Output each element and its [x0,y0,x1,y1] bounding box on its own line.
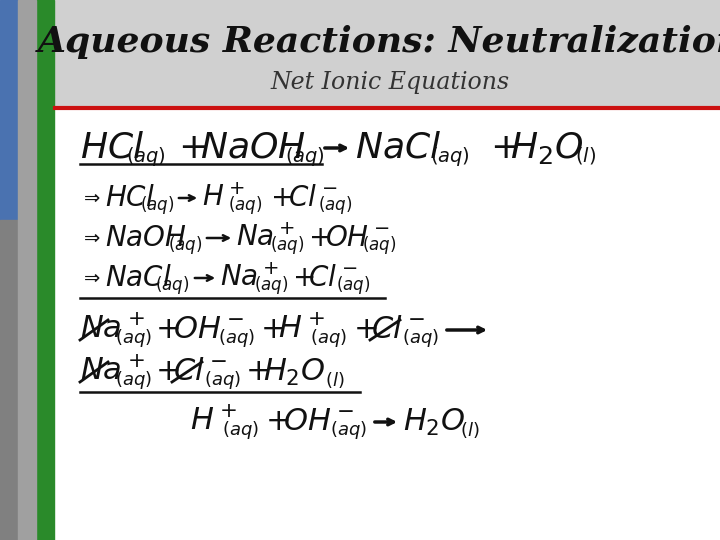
Text: $\mathit{(aq)}$: $\mathit{(aq)}$ [270,234,305,256]
Text: $\mathit{(aq)}$: $\mathit{(aq)}$ [430,145,470,167]
Text: $\mathit{(aq)}$: $\mathit{(aq)}$ [115,327,152,349]
Text: $\mathit{NaCl}$: $\mathit{NaCl}$ [355,131,441,165]
Text: $\mathit{(aq)}$: $\mathit{(aq)}$ [228,194,262,216]
Text: $\mathit{NaOH}$: $\mathit{NaOH}$ [200,131,306,165]
Text: $\mathit{H^+}$: $\mathit{H^+}$ [278,314,325,346]
Text: $\mathit{(l)}$: $\mathit{(l)}$ [325,370,344,390]
Text: $\mathit{OH^-}$: $\mathit{OH^-}$ [283,407,354,437]
Text: $\mathit{(aq)}$: $\mathit{(aq)}$ [115,369,152,391]
Text: $\mathit{(aq)}$: $\mathit{(aq)}$ [336,274,370,296]
Text: $\mathit{(aq)}$: $\mathit{(aq)}$ [254,274,288,296]
Text: $\mathit{(aq)}$: $\mathit{(aq)}$ [168,234,202,256]
Text: $\mathit{(l)}$: $\mathit{(l)}$ [575,145,596,166]
Text: $\mathit{OH^-}$: $\mathit{OH^-}$ [325,225,390,252]
Text: $\mathit{H_2O}$: $\mathit{H_2O}$ [510,130,583,166]
Bar [36,0,54,540]
Text: $\mathit{HCl}$: $\mathit{HCl}$ [80,131,144,165]
Text: $\mathit{(l)}$: $\mathit{(l)}$ [460,420,480,440]
Text: $+$: $+$ [245,356,269,388]
Text: $\mathit{Na^+}$: $\mathit{Na^+}$ [220,264,279,292]
Text: $\mathit{Cl^-}$: $\mathit{Cl^-}$ [288,185,337,212]
Text: $+$: $+$ [155,356,179,388]
Text: $+$: $+$ [265,407,289,437]
Text: $+$: $+$ [292,265,315,292]
Text: Net Ionic Equations: Net Ionic Equations [271,71,510,93]
Text: $\mathit{NaCl}$: $\mathit{NaCl}$ [105,265,171,292]
Text: $\mathit{Cl^-}$: $\mathit{Cl^-}$ [173,356,227,388]
Text: $\mathit{(aq)}$: $\mathit{(aq)}$ [218,327,255,349]
Text: $+$: $+$ [353,314,377,346]
Bar [55,0,720,108]
Text: $\mathit{H_2O}$: $\mathit{H_2O}$ [403,407,465,437]
Text: $\mathit{HCl}$: $\mathit{HCl}$ [105,185,155,212]
Text: $\mathit{(aq)}$: $\mathit{(aq)}$ [310,327,347,349]
Text: $\mathit{(aq)}$: $\mathit{(aq)}$ [318,194,352,216]
Text: $\mathit{(aq)}$: $\mathit{(aq)}$ [362,234,396,256]
Text: $\mathit{(aq)}$: $\mathit{(aq)}$ [330,419,367,441]
Text: $+$: $+$ [155,314,179,346]
Text: $\mathit{(aq)}$: $\mathit{(aq)}$ [402,327,439,349]
Text: $\mathit{(aq)}$: $\mathit{(aq)}$ [285,145,325,167]
Bar [18,0,36,540]
Text: $\Rightarrow$: $\Rightarrow$ [80,189,102,207]
Bar [0,220,18,540]
Text: $\mathit{Na^+}$: $\mathit{Na^+}$ [80,356,145,388]
Text: $\Rightarrow$: $\Rightarrow$ [80,229,102,247]
Text: $\mathit{(aq)}$: $\mathit{(aq)}$ [126,145,166,167]
Text: $+$: $+$ [260,314,284,346]
Text: $\mathit{H^+}$: $\mathit{H^+}$ [190,407,237,437]
Text: $\mathit{Cl^-}$: $\mathit{Cl^-}$ [308,265,357,292]
Text: $\Rightarrow$: $\Rightarrow$ [80,269,102,287]
Text: Aqueous Reactions: Neutralization: Aqueous Reactions: Neutralization [37,25,720,59]
Text: $\mathit{(aq)}$: $\mathit{(aq)}$ [155,274,189,296]
Text: $+$: $+$ [270,185,292,212]
Text: $\mathit{(aq)}$: $\mathit{(aq)}$ [204,369,241,391]
Text: $+$: $+$ [490,131,518,165]
Bar [0,0,18,220]
Text: $\mathit{(aq)}$: $\mathit{(aq)}$ [222,419,259,441]
Text: $\mathit{H^+}$: $\mathit{H^+}$ [202,184,245,212]
Text: $+$: $+$ [178,131,207,165]
Text: $\mathit{NaOH}$: $\mathit{NaOH}$ [105,225,186,252]
Text: $\mathit{Na^+}$: $\mathit{Na^+}$ [236,224,295,252]
Text: $\mathit{H_2O}$: $\mathit{H_2O}$ [263,356,325,388]
Text: $\mathit{Na^+}$: $\mathit{Na^+}$ [80,314,145,346]
Text: $+$: $+$ [308,225,330,252]
Text: $\mathit{(aq)}$: $\mathit{(aq)}$ [140,194,174,216]
Text: $\mathit{OH^-}$: $\mathit{OH^-}$ [173,314,244,346]
Text: $\mathit{Cl^-}$: $\mathit{Cl^-}$ [371,314,425,346]
